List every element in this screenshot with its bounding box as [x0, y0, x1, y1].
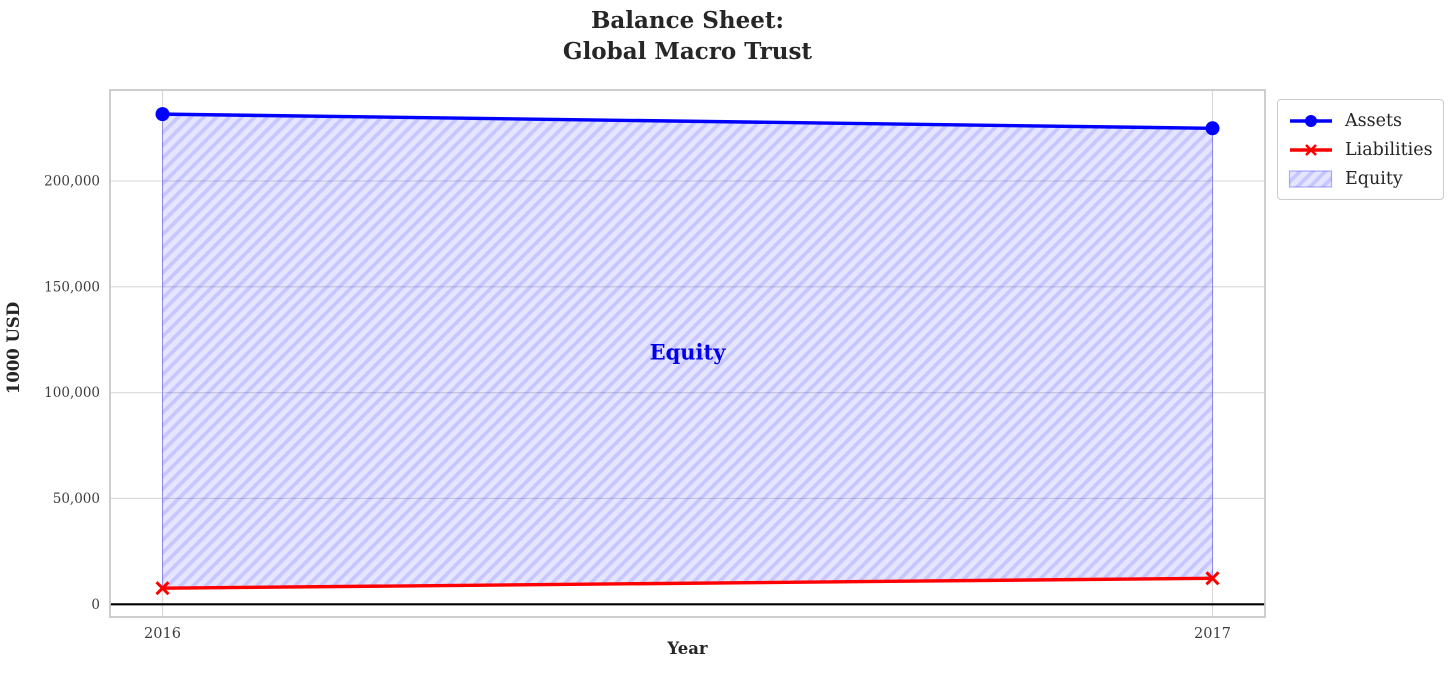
- legend-label-liabilities: Liabilities: [1345, 139, 1433, 160]
- liabilities-line-sample-icon: [1290, 143, 1332, 156]
- legend-label-equity: Equity: [1345, 168, 1403, 189]
- liabilities-marker: [1205, 571, 1220, 586]
- legend-item-assets[interactable]: Assets: [1288, 108, 1433, 133]
- legend-item-equity[interactable]: Equity: [1288, 166, 1433, 191]
- chart-title: Balance Sheet: Global Macro Trust: [562, 7, 813, 65]
- x-tick-label: 2016: [144, 626, 181, 642]
- assets-line-sample-icon: [1290, 114, 1332, 127]
- assets-marker: [1205, 121, 1220, 136]
- y-tick-label: 150,000: [44, 279, 100, 295]
- x-tick-label: 2017: [1194, 626, 1231, 642]
- x-axis-label: Year: [667, 639, 708, 658]
- legend-label-assets: Assets: [1345, 110, 1402, 131]
- y-tick-label: 200,000: [44, 174, 100, 190]
- equity-annotation: Equity: [650, 339, 727, 364]
- y-tick-label: 100,000: [44, 385, 100, 401]
- legend: Assets Liabilities Equity: [1277, 99, 1444, 200]
- plot-frame: [109, 89, 1266, 618]
- legend-item-liabilities[interactable]: Liabilities: [1288, 137, 1433, 162]
- assets-marker: [155, 107, 170, 122]
- y-tick-label: 0: [91, 597, 100, 613]
- assets-line: [162, 112, 1213, 131]
- y-tick-label: 50,000: [53, 491, 100, 507]
- liabilities-line: [162, 576, 1213, 590]
- equity-patch-sample-icon: [1288, 169, 1333, 188]
- liabilities-marker: [155, 581, 170, 596]
